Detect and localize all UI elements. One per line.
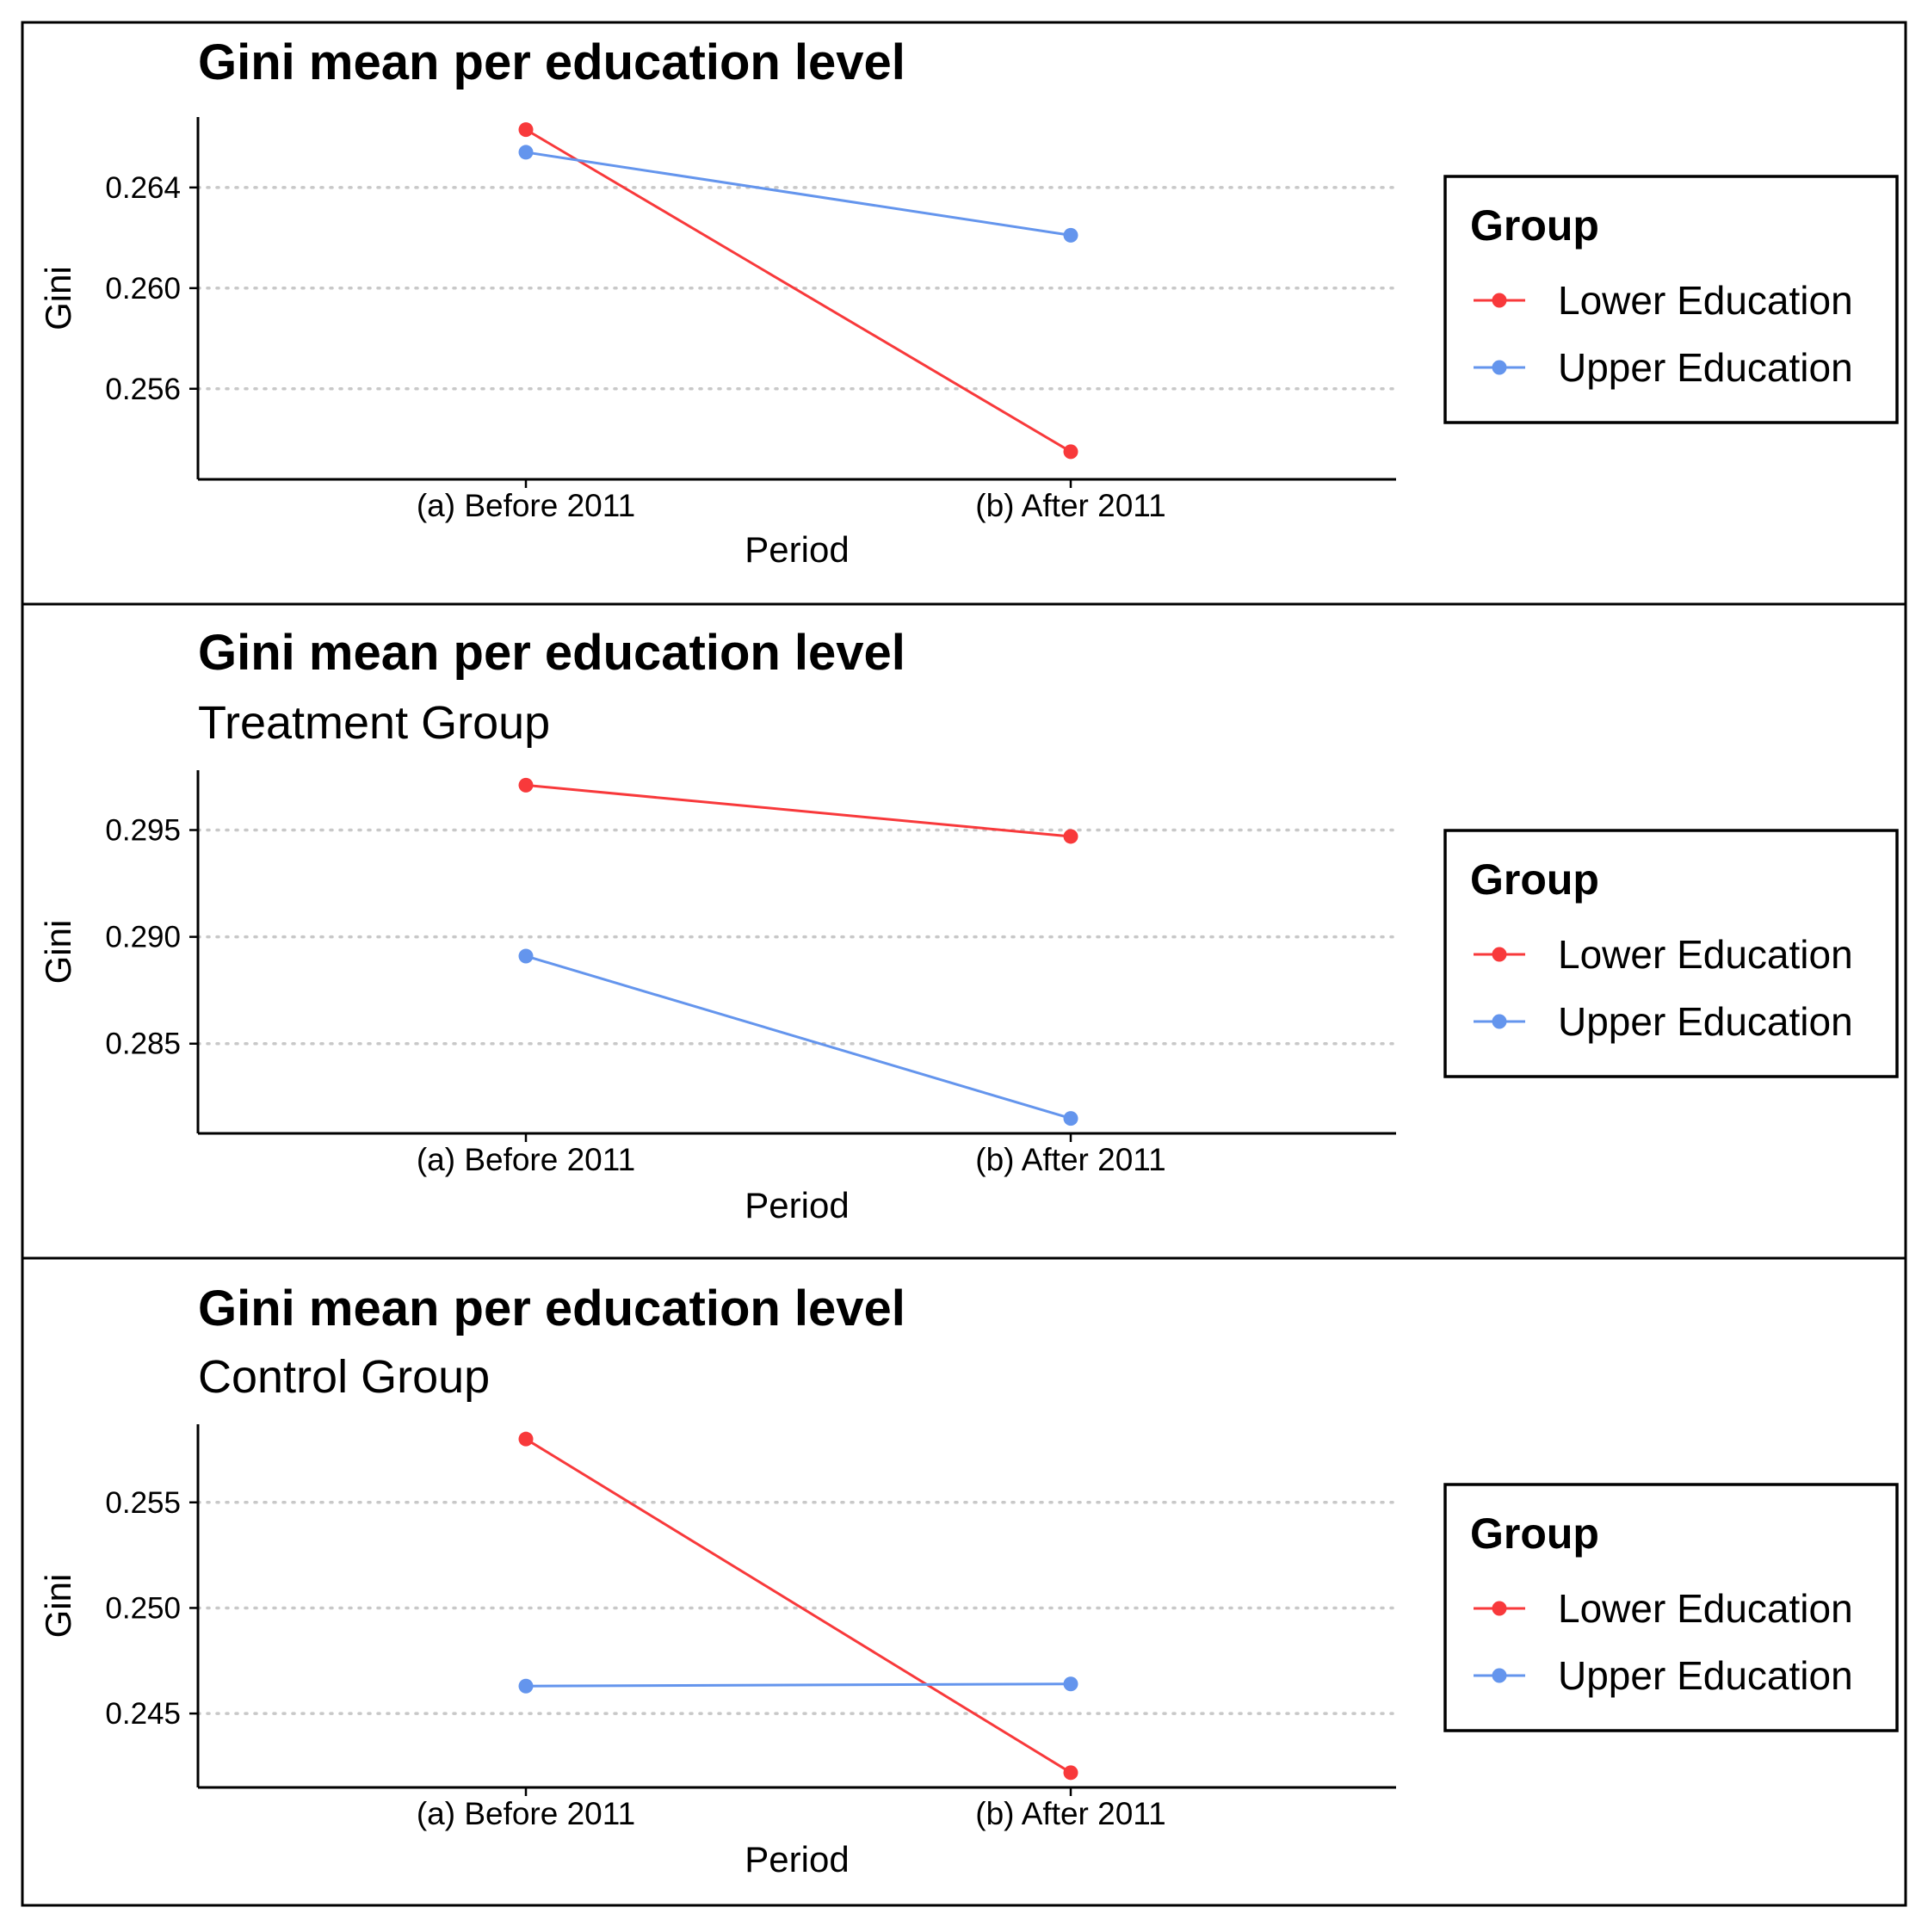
data-point bbox=[1063, 444, 1078, 460]
y-axis-label: Gini bbox=[38, 1574, 78, 1639]
chart-panel-2: Gini mean per education level Treatment G… bbox=[38, 625, 1899, 1225]
chart-panel-3: Gini mean per education level Control Gro… bbox=[38, 1281, 1899, 1880]
y-tick-label: 0.260 bbox=[105, 272, 181, 306]
chart-title: Gini mean per education level bbox=[198, 1281, 905, 1336]
chart-subtitle: Control Group bbox=[198, 1351, 490, 1403]
series-line bbox=[525, 1682, 1072, 1688]
x-tick-label: (b) After 2011 bbox=[975, 1796, 1165, 1831]
x-tick-label: (a) Before 2011 bbox=[417, 1796, 635, 1831]
chart-panel-1: Gini mean per education level 0.256 0.260 0… bbox=[38, 34, 1899, 570]
y-tick-label: 0.285 bbox=[105, 1028, 181, 1061]
figure-border bbox=[21, 21, 1907, 1907]
data-point bbox=[1063, 1111, 1078, 1126]
series-lower-education bbox=[518, 777, 1078, 844]
y-tick-label: 0.256 bbox=[105, 373, 181, 406]
data-point bbox=[518, 1431, 534, 1447]
series-line bbox=[525, 783, 1072, 838]
data-point bbox=[1063, 227, 1078, 243]
legend-label: Upper Education bbox=[1558, 1653, 1853, 1698]
series-upper-education bbox=[518, 948, 1078, 1126]
series-lower-education bbox=[518, 122, 1078, 460]
legend-label: Lower Education bbox=[1558, 278, 1853, 323]
x-tick-label: (b) After 2011 bbox=[975, 1142, 1165, 1177]
chart-subtitle: Treatment Group bbox=[198, 697, 550, 749]
y-tick-label: 0.264 bbox=[105, 171, 181, 205]
legend: Group Lower Education Upper Education bbox=[1443, 829, 1899, 1078]
legend-label: Upper Education bbox=[1558, 999, 1853, 1044]
data-point bbox=[1063, 829, 1078, 844]
legend-key-point bbox=[1492, 1014, 1507, 1029]
x-axis-label: Period bbox=[745, 529, 849, 570]
legend-title: Group bbox=[1470, 201, 1599, 250]
data-point bbox=[1063, 1676, 1078, 1692]
legend-title: Group bbox=[1470, 855, 1599, 904]
series-line bbox=[525, 1437, 1072, 1775]
x-tick-label: (b) After 2011 bbox=[975, 488, 1165, 523]
legend-label: Lower Education bbox=[1558, 1586, 1853, 1631]
x-axis-label: Period bbox=[745, 1839, 849, 1880]
legend-key-point bbox=[1492, 1601, 1507, 1616]
chart-title: Gini mean per education level bbox=[198, 625, 905, 681]
y-tick-label: 0.290 bbox=[105, 921, 181, 954]
chart-title: Gini mean per education level bbox=[198, 34, 905, 90]
legend-key-point bbox=[1492, 293, 1507, 308]
data-point bbox=[518, 1678, 534, 1694]
legend-label: Lower Education bbox=[1558, 932, 1853, 977]
legend-key-point bbox=[1492, 360, 1507, 375]
legend-title: Group bbox=[1470, 1509, 1599, 1558]
series-lower-education bbox=[518, 1431, 1078, 1781]
data-point bbox=[518, 777, 534, 793]
data-point bbox=[1063, 1765, 1078, 1781]
legend-key-point bbox=[1492, 1668, 1507, 1683]
y-tick-label: 0.255 bbox=[105, 1486, 181, 1520]
y-tick-label: 0.245 bbox=[105, 1697, 181, 1731]
legend-label: Upper Education bbox=[1558, 345, 1853, 390]
data-point bbox=[518, 122, 534, 138]
y-axis-label: Gini bbox=[38, 266, 78, 330]
series-line bbox=[525, 151, 1072, 237]
y-tick-label: 0.295 bbox=[105, 814, 181, 848]
series-line bbox=[525, 128, 1072, 454]
legend: Group Lower Education Upper Education bbox=[1443, 1483, 1899, 1732]
legend: Group Lower Education Upper Education bbox=[1443, 175, 1899, 424]
series-upper-education bbox=[518, 145, 1078, 243]
x-tick-label: (a) Before 2011 bbox=[417, 488, 635, 523]
y-axis-label: Gini bbox=[38, 920, 78, 985]
legend-key-point bbox=[1492, 947, 1507, 962]
series-line bbox=[525, 954, 1072, 1120]
x-tick-label: (a) Before 2011 bbox=[417, 1142, 635, 1177]
data-point bbox=[518, 948, 534, 964]
data-point bbox=[518, 145, 534, 160]
series-upper-education bbox=[518, 1676, 1078, 1694]
y-tick-label: 0.250 bbox=[105, 1591, 181, 1625]
x-axis-label: Period bbox=[745, 1185, 849, 1225]
